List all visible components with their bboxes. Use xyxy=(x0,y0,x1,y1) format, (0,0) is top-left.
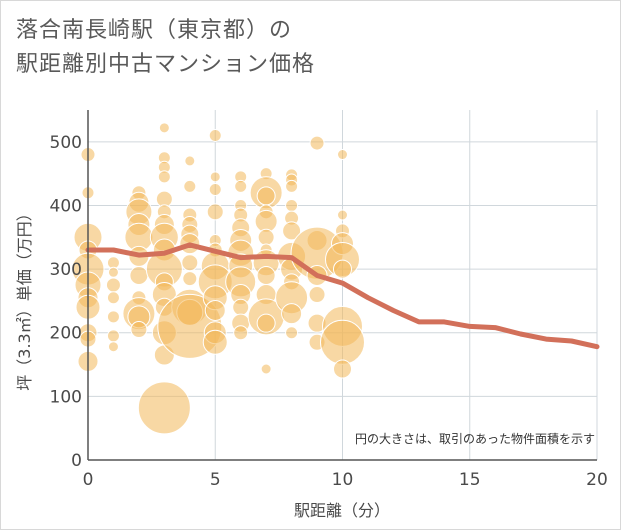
data-bubble xyxy=(260,363,272,375)
data-bubble xyxy=(333,259,352,279)
data-bubble xyxy=(181,254,199,272)
x-axis-label: 駅距離（分） xyxy=(294,501,390,520)
data-bubble xyxy=(105,277,121,293)
y-tick-label: 0 xyxy=(71,451,82,471)
data-bubble xyxy=(285,198,299,212)
data-bubble xyxy=(257,228,275,246)
data-bubble xyxy=(308,286,326,304)
y-tick-label: 100 xyxy=(50,387,82,407)
data-bubble xyxy=(337,209,348,221)
chart-annotation: 円の大きさは、取引のあった物件面積を示す xyxy=(355,431,595,446)
data-bubble xyxy=(206,203,224,221)
data-bubble xyxy=(333,359,352,379)
data-bubble xyxy=(106,329,120,343)
data-bubble xyxy=(107,341,119,353)
data-bubble xyxy=(233,325,249,341)
data-bubble xyxy=(309,135,325,151)
chart-title: 落合南長崎駅（東京都）の 駅距離別中古マンション価格 xyxy=(16,14,596,82)
x-tick-label: 5 xyxy=(210,470,221,490)
y-axis-label: 坪（3.3㎡）単価（万円） xyxy=(15,205,34,390)
data-bubble xyxy=(320,319,365,365)
data-bubble xyxy=(281,303,303,325)
average-price-line xyxy=(85,242,600,350)
chart-title-line1: 落合南長崎駅（東京都）の xyxy=(16,18,293,43)
data-bubble xyxy=(256,186,276,206)
data-bubble xyxy=(234,179,248,193)
data-bubble xyxy=(282,221,302,241)
bubble-layer xyxy=(71,122,365,435)
average-line-layer xyxy=(85,242,600,350)
data-bubble xyxy=(157,170,171,184)
data-bubble xyxy=(158,122,170,134)
data-bubble xyxy=(208,183,222,197)
x-tick-label: 0 xyxy=(83,470,94,490)
data-bubble xyxy=(209,171,221,183)
x-tick-label: 20 xyxy=(586,470,608,490)
data-bubble xyxy=(106,310,120,324)
data-bubble xyxy=(337,149,348,161)
data-bubble xyxy=(204,299,226,321)
data-bubble xyxy=(256,265,276,285)
data-bubble xyxy=(202,329,228,355)
x-tick-label: 10 xyxy=(332,470,354,490)
chart-title-line2: 駅距離別中古マンション価格 xyxy=(16,52,316,77)
data-bubble xyxy=(137,381,191,435)
data-bubble xyxy=(107,266,119,278)
data-bubble xyxy=(130,321,148,339)
data-bubble xyxy=(106,291,120,305)
x-tick-label: 15 xyxy=(459,470,481,490)
data-bubble xyxy=(256,313,276,333)
data-bubble xyxy=(129,265,149,285)
y-tick-label: 400 xyxy=(50,196,82,216)
data-bubble xyxy=(183,179,197,193)
data-bubble xyxy=(285,326,299,340)
data-bubble xyxy=(184,155,196,167)
data-bubble xyxy=(208,128,222,142)
y-tick-label: 200 xyxy=(50,324,82,344)
data-bubble xyxy=(285,179,299,193)
axes: 0 100 200 300 400 500 0 5 10 15 20 xyxy=(50,110,608,490)
data-bubble xyxy=(182,271,198,287)
y-tick-label: 500 xyxy=(50,133,82,153)
data-bubble xyxy=(232,298,250,316)
y-tick-label: 300 xyxy=(50,260,82,280)
